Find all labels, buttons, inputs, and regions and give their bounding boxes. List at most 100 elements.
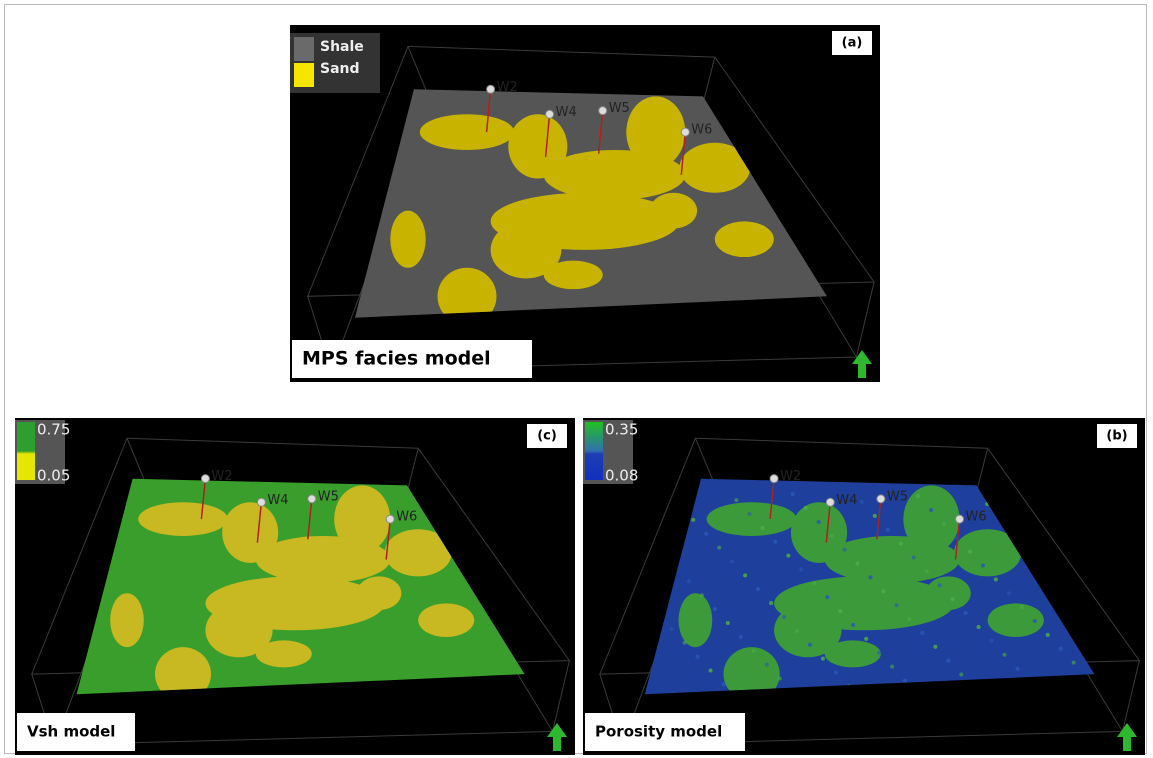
- well-label: W5: [609, 101, 630, 116]
- texture: [916, 494, 920, 498]
- blob: [715, 221, 774, 257]
- texture: [830, 534, 834, 538]
- well-head: [546, 110, 554, 118]
- texture: [1080, 538, 1084, 542]
- texture: [886, 528, 890, 532]
- blob: [390, 211, 425, 268]
- well-label: W6: [691, 123, 712, 138]
- texture: [683, 641, 687, 645]
- texture: [864, 637, 868, 641]
- texture: [760, 526, 764, 530]
- scale-max: 0.75: [37, 421, 70, 439]
- texture: [812, 581, 816, 585]
- blob: [357, 576, 402, 610]
- texture: [899, 542, 903, 546]
- texture: [1072, 661, 1076, 665]
- caption: Porosity model: [595, 723, 722, 741]
- well-head: [308, 495, 316, 503]
- texture: [722, 682, 726, 686]
- blob: [707, 502, 797, 536]
- texture: [700, 593, 704, 597]
- texture: [981, 563, 985, 567]
- blob: [420, 114, 514, 150]
- texture: [907, 617, 911, 621]
- texture: [1024, 544, 1028, 548]
- texture: [1089, 613, 1093, 617]
- box-edge: [553, 661, 570, 732]
- well-label: W2: [780, 469, 801, 484]
- texture: [1041, 496, 1045, 500]
- blob: [825, 640, 881, 667]
- texture: [1046, 633, 1050, 637]
- texture: [665, 490, 669, 494]
- texture: [834, 671, 838, 675]
- texture: [938, 583, 942, 587]
- texture: [765, 663, 769, 667]
- panel-tag: (b): [1106, 429, 1127, 444]
- texture: [1054, 510, 1058, 514]
- texture: [743, 573, 747, 577]
- panel-tag: (a): [842, 36, 863, 51]
- texture: [951, 597, 955, 601]
- texture: [990, 639, 994, 643]
- well-head: [599, 107, 607, 115]
- well-head: [257, 498, 265, 506]
- color-bar: [17, 422, 35, 480]
- blob: [679, 143, 750, 193]
- texture: [1076, 599, 1080, 603]
- well-label: W6: [396, 510, 417, 525]
- texture: [994, 577, 998, 581]
- texture: [890, 665, 894, 669]
- texture: [1037, 558, 1041, 562]
- well-head: [956, 515, 964, 523]
- blob: [138, 502, 228, 536]
- texture: [920, 631, 924, 635]
- texture: [704, 532, 708, 536]
- well-label: W4: [836, 493, 857, 508]
- legend-label: Shale: [320, 39, 364, 55]
- box-edge: [407, 448, 418, 492]
- texture: [1024, 544, 1028, 548]
- texture: [665, 490, 669, 494]
- texture: [778, 676, 782, 680]
- legend-label: Sand: [320, 61, 360, 77]
- texture: [696, 655, 700, 659]
- texture: [769, 601, 773, 605]
- blob: [679, 593, 713, 647]
- texture: [851, 623, 855, 627]
- texture: [1028, 680, 1032, 684]
- box-edge: [976, 448, 987, 492]
- legend-swatch: [294, 63, 314, 87]
- well-label: W2: [497, 80, 518, 95]
- scale-min: 0.05: [37, 467, 70, 485]
- texture: [1041, 496, 1045, 500]
- texture: [847, 684, 851, 688]
- color-bar: [585, 422, 603, 480]
- box-edge: [703, 57, 715, 103]
- texture: [903, 678, 907, 682]
- caption: MPS facies model: [302, 348, 491, 370]
- texture: [678, 504, 682, 508]
- texture: [1089, 613, 1093, 617]
- blob: [650, 193, 697, 229]
- texture: [925, 569, 929, 573]
- blob: [385, 529, 452, 576]
- texture: [968, 550, 972, 554]
- blob: [544, 261, 603, 290]
- box-edge: [856, 282, 874, 357]
- blob: [110, 593, 144, 647]
- well-label: W5: [887, 489, 908, 504]
- texture: [877, 651, 881, 655]
- well-head: [770, 475, 778, 483]
- texture: [687, 579, 691, 583]
- texture: [713, 607, 717, 611]
- well-head: [201, 475, 209, 483]
- blob: [418, 603, 474, 637]
- texture: [821, 657, 825, 661]
- texture: [1063, 585, 1067, 589]
- blob: [954, 529, 1021, 576]
- texture: [1020, 605, 1024, 609]
- texture: [786, 554, 790, 558]
- blob: [626, 96, 685, 167]
